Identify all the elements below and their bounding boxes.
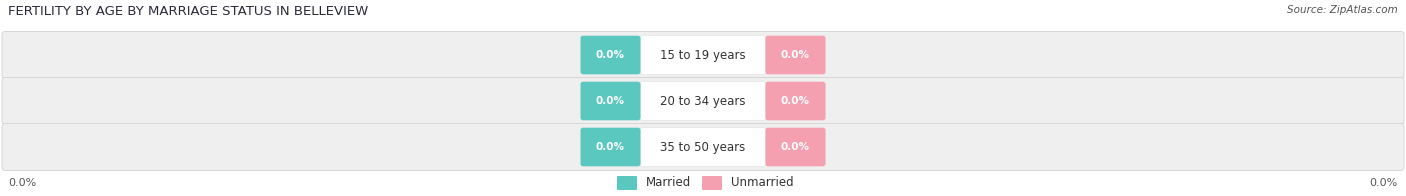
Text: 0.0%: 0.0% — [780, 96, 810, 106]
FancyBboxPatch shape — [1, 32, 1405, 79]
FancyBboxPatch shape — [641, 36, 765, 74]
Text: 0.0%: 0.0% — [596, 50, 626, 60]
FancyBboxPatch shape — [641, 128, 765, 166]
Text: 0.0%: 0.0% — [1369, 178, 1398, 188]
Text: 0.0%: 0.0% — [780, 50, 810, 60]
FancyBboxPatch shape — [581, 128, 641, 166]
FancyBboxPatch shape — [702, 176, 723, 190]
FancyBboxPatch shape — [617, 176, 637, 190]
Text: 0.0%: 0.0% — [780, 142, 810, 152]
Text: 0.0%: 0.0% — [596, 96, 626, 106]
FancyBboxPatch shape — [765, 82, 825, 120]
FancyBboxPatch shape — [765, 36, 825, 74]
Text: 20 to 34 years: 20 to 34 years — [661, 94, 745, 107]
Text: Unmarried: Unmarried — [731, 177, 793, 190]
Text: 35 to 50 years: 35 to 50 years — [661, 141, 745, 153]
Text: 15 to 19 years: 15 to 19 years — [661, 48, 745, 62]
FancyBboxPatch shape — [581, 36, 641, 74]
Text: FERTILITY BY AGE BY MARRIAGE STATUS IN BELLEVIEW: FERTILITY BY AGE BY MARRIAGE STATUS IN B… — [8, 5, 368, 18]
Text: Married: Married — [645, 177, 692, 190]
FancyBboxPatch shape — [1, 77, 1405, 124]
FancyBboxPatch shape — [581, 82, 641, 120]
Text: Source: ZipAtlas.com: Source: ZipAtlas.com — [1288, 5, 1398, 15]
FancyBboxPatch shape — [641, 82, 765, 120]
FancyBboxPatch shape — [765, 128, 825, 166]
FancyBboxPatch shape — [1, 123, 1405, 171]
Text: 0.0%: 0.0% — [596, 142, 626, 152]
Text: 0.0%: 0.0% — [8, 178, 37, 188]
